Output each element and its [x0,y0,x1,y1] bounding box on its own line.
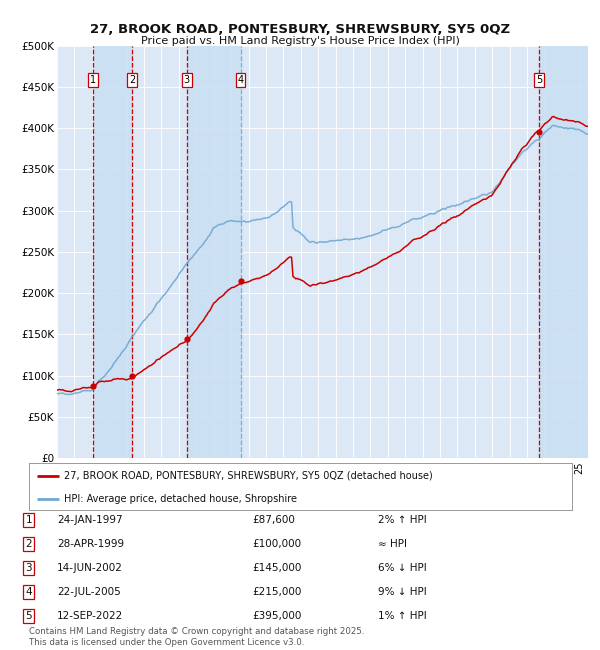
Text: 5: 5 [25,611,32,621]
Text: 6% ↓ HPI: 6% ↓ HPI [378,563,427,573]
Bar [187,46,241,458]
Text: 22-JUL-2005: 22-JUL-2005 [57,587,121,597]
Text: 1% ↑ HPI: 1% ↑ HPI [378,611,427,621]
Text: £395,000: £395,000 [252,611,301,621]
Text: ≈ HPI: ≈ HPI [378,539,407,549]
Text: 27, BROOK ROAD, PONTESBURY, SHREWSBURY, SY5 0QZ (detached house): 27, BROOK ROAD, PONTESBURY, SHREWSBURY, … [64,471,433,480]
Text: 3: 3 [25,563,32,573]
Text: 12-SEP-2022: 12-SEP-2022 [57,611,123,621]
Text: £215,000: £215,000 [252,587,301,597]
Bar [93,46,132,458]
Text: Contains HM Land Registry data © Crown copyright and database right 2025.
This d: Contains HM Land Registry data © Crown c… [29,627,364,647]
Text: 1: 1 [25,515,32,525]
Text: 4: 4 [238,75,244,85]
Text: 3: 3 [184,75,190,85]
Text: 24-JAN-1997: 24-JAN-1997 [57,515,122,525]
Text: 4: 4 [25,587,32,597]
Text: Price paid vs. HM Land Registry's House Price Index (HPI): Price paid vs. HM Land Registry's House … [140,36,460,46]
Text: £145,000: £145,000 [252,563,301,573]
Text: 9% ↓ HPI: 9% ↓ HPI [378,587,427,597]
Text: 2: 2 [25,539,32,549]
Text: £87,600: £87,600 [252,515,295,525]
Text: 2: 2 [129,75,136,85]
Text: £100,000: £100,000 [252,539,301,549]
Text: 5: 5 [536,75,542,85]
Text: 28-APR-1999: 28-APR-1999 [57,539,124,549]
Text: 27, BROOK ROAD, PONTESBURY, SHREWSBURY, SY5 0QZ: 27, BROOK ROAD, PONTESBURY, SHREWSBURY, … [90,23,510,36]
Text: HPI: Average price, detached house, Shropshire: HPI: Average price, detached house, Shro… [64,493,297,504]
Text: 14-JUN-2002: 14-JUN-2002 [57,563,123,573]
Bar [539,46,588,458]
Text: 1: 1 [90,75,96,85]
Text: 2% ↑ HPI: 2% ↑ HPI [378,515,427,525]
